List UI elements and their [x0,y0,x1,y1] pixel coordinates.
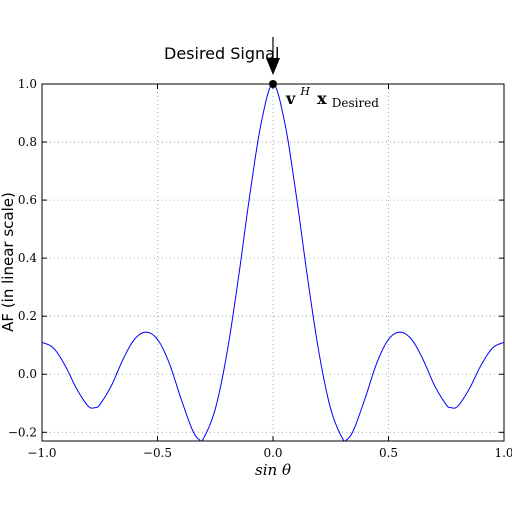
steering-vector-v: v [285,89,296,108]
y-ticks: −0.2 0.0 0.2 0.4 0.6 0.8 1.0 [8,77,504,439]
y-tick-label: 0.2 [18,309,37,323]
y-tick-label: −0.2 [8,425,37,439]
desired-signal-label: Desired Signal [164,44,279,63]
x-tick-label: −0.5 [143,446,172,460]
y-tick-label: 0.4 [18,251,37,265]
steering-vector-x: x [317,89,327,108]
y-axis-label: AF (in linear scale) [0,192,17,332]
y-tick-label: 0.8 [18,135,37,149]
steering-vector-label: v H x Desired [285,80,379,110]
steering-vector-hermitian: H [299,85,310,98]
y-tick-label: 0.6 [18,193,37,207]
x-tick-label: 0.0 [263,446,282,460]
x-tick-label: 1.0 [494,446,512,460]
array-factor-line [42,84,504,441]
steering-vector-subscript: Desired [332,96,380,110]
y-tick-label: 0.0 [18,367,37,381]
x-axis-label: sin θ [255,461,291,479]
plot-background [42,84,504,441]
y-tick-label: 1.0 [18,77,37,91]
x-tick-label: −1.0 [27,446,56,460]
desired-signal-arrow-head [266,58,280,75]
x-tick-label: 0.5 [379,446,398,460]
desired-signal-marker [269,80,277,88]
